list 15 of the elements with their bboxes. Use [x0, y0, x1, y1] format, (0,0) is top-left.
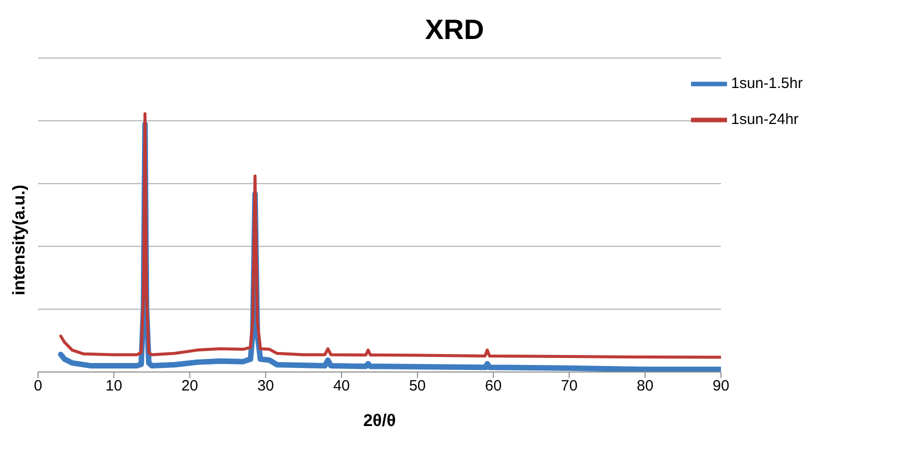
x-tick-label: 60	[484, 378, 502, 395]
x-tick-label: 90	[712, 378, 730, 395]
chart-title: XRD	[424, 13, 486, 47]
x-tick-label: 80	[636, 378, 654, 395]
legend-label: 1sun-1.5hr	[731, 74, 803, 92]
x-tick-label: 10	[106, 378, 122, 395]
x-tick-label: 70	[560, 378, 578, 395]
x-tick-label: 40	[333, 378, 350, 395]
x-tick-label: 30	[257, 378, 274, 395]
x-tick-label: 0	[34, 378, 42, 395]
y-axis-title: intensity(a.u.)	[9, 184, 29, 296]
x-tick-label: 20	[181, 378, 198, 395]
x-axis-title: 2θ/θ	[363, 411, 396, 430]
legend-label: 1sun-24hr	[731, 110, 799, 128]
x-tick-label: 50	[409, 378, 426, 395]
